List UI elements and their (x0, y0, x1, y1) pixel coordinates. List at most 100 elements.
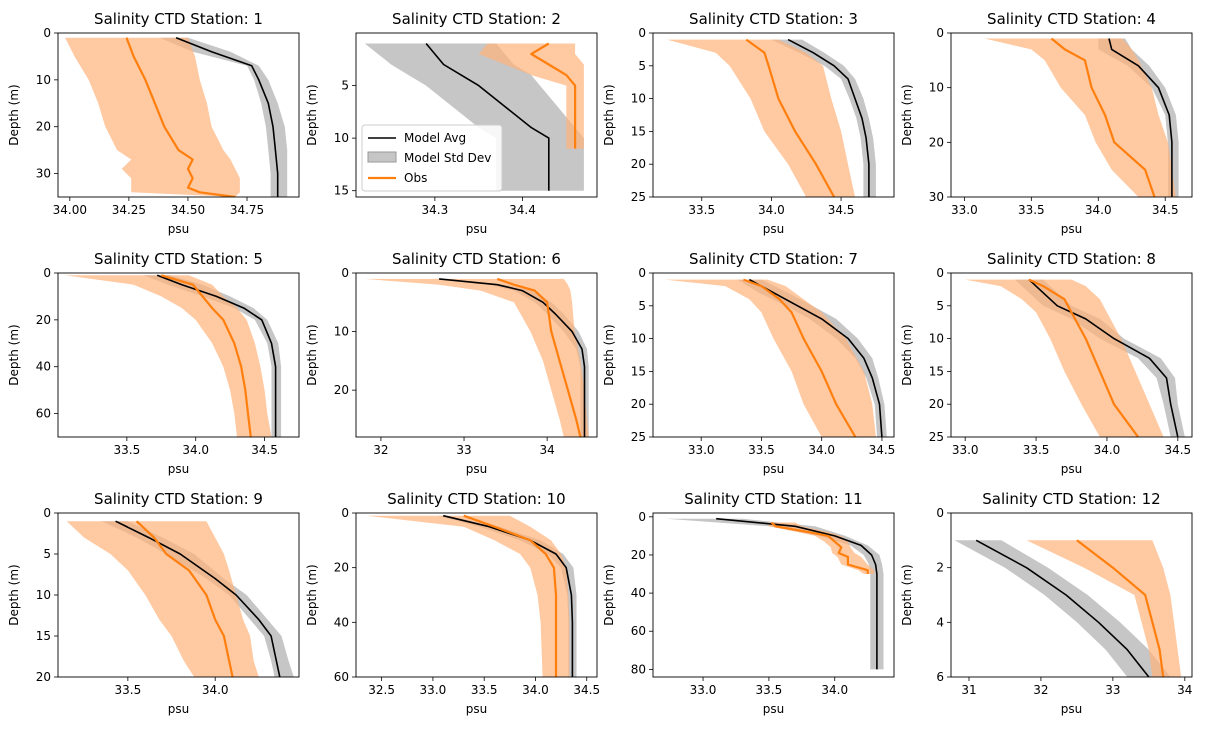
y-tick-label: 60 (36, 407, 51, 421)
y-tick-label: 0 (341, 266, 349, 280)
y-tick-label: 0 (43, 26, 51, 40)
x-axis-label: psu (466, 462, 487, 476)
y-axis-label: Depth (m) (305, 324, 319, 385)
y-axis-label: Depth (m) (900, 84, 914, 145)
plot-area (364, 277, 589, 437)
subplot-8: 33.0 33.5 34.0 34.5 0 5 10 15 20 25 Salinity CTD S… (900, 250, 1193, 476)
x-tick-label: 34 (539, 443, 554, 457)
y-tick-label: 10 (929, 332, 944, 346)
x-axis-label: psu (466, 702, 487, 716)
x-tick-label: 34.25 (112, 203, 146, 217)
plot-frame (355, 32, 598, 198)
y-tick-label: 0 (638, 266, 646, 280)
y-tick-label: 30 (929, 190, 944, 204)
y-tick-label: 20 (929, 397, 944, 411)
subplot-3: 33.5 34.0 34.5 0 5 10 15 20 25 Salinity CTD Stati… (602, 10, 895, 236)
y-tick-label: 5 (341, 79, 349, 93)
x-tick-label: 34.0 (202, 683, 229, 697)
x-tick-label: 34.0 (522, 683, 549, 697)
x-tick-label: 34.75 (230, 203, 264, 217)
plot-frame (652, 32, 895, 198)
plot-frame (950, 32, 1193, 198)
x-tick-label: 33.5 (114, 683, 141, 697)
x-tick-label: 34.00 (53, 203, 87, 217)
x-tick-label: 32 (373, 443, 388, 457)
plot-area (984, 37, 1179, 197)
subplot-7: 33.0 33.5 34.0 34.5 0 5 10 15 20 25 Salinity CTD S… (602, 250, 895, 476)
legend-model-avg-label: Model Avg (404, 131, 466, 145)
y-tick-label: 0 (43, 266, 51, 280)
x-tick-label: 33.5 (688, 203, 715, 217)
model-avg-line (1108, 38, 1173, 197)
obs-band (965, 279, 1164, 437)
obs-band (984, 38, 1176, 197)
plot-area (965, 278, 1185, 437)
y-tick-label: 5 (936, 299, 944, 313)
plot-frame (57, 32, 300, 198)
plot-frame (652, 272, 895, 438)
x-tick-label: 33.5 (1023, 443, 1050, 457)
x-axis-label: psu (1061, 222, 1082, 236)
obs-band (66, 521, 259, 677)
plot-area (64, 274, 282, 437)
obs-band (665, 279, 876, 437)
y-tick-label: 0 (936, 26, 944, 40)
y-tick-label: 20 (36, 670, 51, 684)
x-tick-label: 33.5 (1018, 203, 1045, 217)
subplot-title: Salinity CTD Station: 10 (387, 490, 565, 508)
y-tick-label: 40 (334, 615, 349, 629)
subplot-4: 33.0 33.5 34.0 34.5 0 10 20 30 Salinity CTD Stat… (900, 10, 1193, 236)
subplot-title: Salinity CTD Station: 8 (987, 250, 1156, 268)
x-tick-label: 33.0 (952, 443, 979, 457)
y-tick-label: 10 (631, 92, 646, 106)
obs-band (366, 515, 570, 677)
y-axis-label: Depth (m) (900, 324, 914, 385)
model-avg-line (425, 42, 550, 191)
plot-area (366, 514, 577, 677)
y-tick-label: 5 (638, 59, 646, 73)
obs-line (1076, 539, 1165, 677)
model-std-band (159, 37, 288, 197)
plot-frame (652, 512, 895, 678)
y-axis-label: Depth (m) (900, 564, 914, 625)
model-std-band (1014, 279, 1185, 437)
x-tick-label: 34.4 (509, 203, 536, 217)
plot-area (66, 520, 294, 677)
y-axis-label: Depth (m) (602, 324, 616, 385)
x-axis-label: psu (168, 462, 189, 476)
legend-box (361, 124, 503, 192)
y-axis-label: Depth (m) (7, 564, 21, 625)
y-tick-label: 15 (929, 364, 944, 378)
y-tick-label: 6 (936, 670, 944, 684)
y-tick-label: 40 (36, 360, 51, 374)
x-tick-label: 33 (456, 443, 471, 457)
y-tick-label: 20 (631, 397, 646, 411)
obs-line (770, 521, 869, 574)
subplot-6: 32 33 34 0 10 20 Salinity CTD Station: 6 psu Dep… (305, 250, 598, 476)
x-tick-label: 34.5 (869, 443, 896, 457)
subplot-title: Salinity CTD Station: 11 (684, 490, 862, 508)
x-axis-label: psu (168, 222, 189, 236)
obs-line (1028, 278, 1139, 437)
y-tick-label: 60 (631, 624, 646, 638)
x-tick-label: 34.5 (573, 683, 600, 697)
obs-line (160, 274, 252, 437)
x-tick-label: 34.0 (182, 443, 209, 457)
y-tick-label: 25 (631, 190, 646, 204)
subplot-5: 33.5 34.0 34.5 0 20 40 60 Salinity CTD Station:… (7, 250, 300, 476)
x-axis-label: psu (168, 702, 189, 716)
obs-band (364, 278, 589, 437)
y-tick-label: 60 (334, 670, 349, 684)
obs-line (463, 514, 558, 677)
x-tick-label: 34.5 (1152, 203, 1179, 217)
x-axis-label: psu (1061, 702, 1082, 716)
y-tick-label: 0 (638, 26, 646, 40)
y-tick-label: 0 (43, 506, 51, 520)
x-tick-label: 34.0 (758, 203, 785, 217)
subplot-title: Salinity CTD Station: 3 (689, 10, 858, 28)
y-tick-label: 10 (631, 332, 646, 346)
x-tick-label: 33.0 (951, 203, 978, 217)
y-tick-label: 10 (334, 325, 349, 339)
subplot-12: 31 32 33 34 0 2 4 6 Salinity CTD Station: 12 psu D… (900, 490, 1193, 716)
